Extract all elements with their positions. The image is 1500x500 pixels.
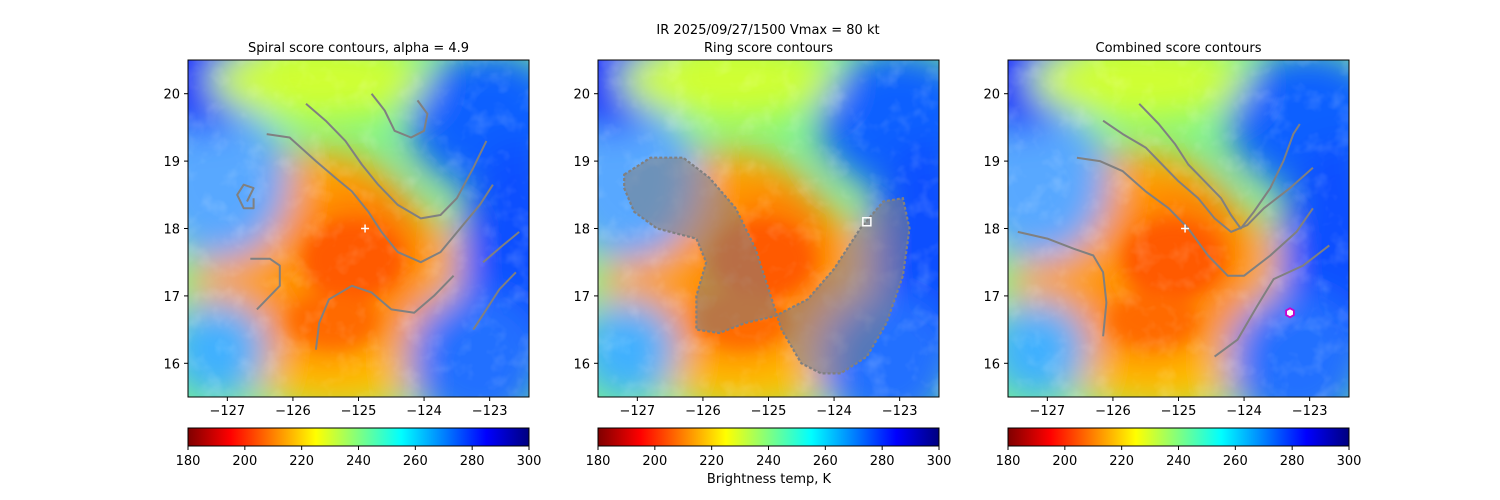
colorbar-tick-label: 300: [927, 454, 952, 469]
y-tick-label: 16: [983, 357, 1000, 372]
score-contour: [472, 271, 517, 331]
colorbar: 180 200 220 240 260 280 300: [586, 427, 952, 469]
y-tick-label: 18: [983, 223, 1000, 238]
colorbar-tick-label: 180: [586, 454, 611, 469]
x-tick-label: −126: [1095, 404, 1131, 419]
colorbar-gradient: [1007, 427, 1350, 447]
score-contour: [1076, 156, 1314, 277]
x-tick-label: −127: [209, 404, 245, 419]
x-tick-label: −123: [882, 404, 918, 419]
y-tick-label: 19: [573, 155, 590, 170]
colorbar-tick-label: 300: [1337, 454, 1362, 469]
colorbar-tick-label: 300: [517, 454, 542, 469]
panel-3: Combined score contours −127 −126 −125 −124 −…: [983, 41, 1362, 469]
score-contour: [1102, 119, 1314, 233]
x-tick-label: −123: [1292, 404, 1328, 419]
ir-heatmap: [1008, 60, 1349, 397]
y-tick-label: 18: [163, 223, 180, 238]
score-contour: [1214, 244, 1330, 358]
x-tick-label: −123: [472, 404, 508, 419]
x-tick-label: −126: [275, 404, 311, 419]
colorbar-tick-label: 220: [1109, 454, 1134, 469]
score-contour: [314, 275, 455, 350]
x-tick-label: −124: [1226, 404, 1262, 419]
score-contour: [236, 183, 255, 210]
colorbar-tick-label: 240: [756, 454, 781, 469]
ring-center-marker: [862, 217, 872, 227]
ring-contour-region: [623, 156, 911, 375]
colorbar-tick-label: 240: [346, 454, 371, 469]
colorbar-tick-label: 220: [289, 454, 314, 469]
center-marker: [361, 224, 370, 233]
x-tick-label: −125: [341, 404, 377, 419]
colorbar-tick-label: 280: [460, 454, 485, 469]
center-marker: [1181, 224, 1190, 233]
colorbar-tick-label: 200: [642, 454, 667, 469]
score-contour: [266, 133, 494, 264]
y-tick-label: 20: [983, 88, 1000, 103]
y-tick-label: 20: [573, 88, 590, 103]
colorbar-tick-label: 260: [403, 454, 428, 469]
colorbar-tick-label: 280: [870, 454, 895, 469]
panel-title: Combined score contours: [1096, 41, 1262, 56]
panel-title: Ring score contours: [704, 41, 833, 56]
x-tick-label: −124: [406, 404, 442, 419]
score-contour: [482, 231, 520, 263]
x-tick-label: −124: [816, 404, 852, 419]
y-tick-label: 19: [983, 155, 1000, 170]
colorbar-tick-label: 180: [176, 454, 201, 469]
panel-2: Ring score contours −127 −126 −125 −124 −123 1…: [573, 41, 952, 469]
colorbar: 180 200 220 240 260 280 300: [996, 427, 1362, 469]
colorbar-tick-label: 260: [813, 454, 838, 469]
x-tick-label: −125: [1161, 404, 1197, 419]
y-tick-label: 16: [163, 357, 180, 372]
ir-heatmap: [598, 60, 939, 397]
y-tick-label: 19: [163, 155, 180, 170]
y-tick-label: 17: [163, 290, 180, 305]
y-tick-label: 17: [983, 290, 1000, 305]
y-tick-label: 20: [163, 88, 180, 103]
colorbar-tick-label: 260: [1223, 454, 1248, 469]
colorbar-tick-label: 240: [1166, 454, 1191, 469]
y-tick-label: 17: [573, 290, 590, 305]
score-contour: [1017, 230, 1108, 337]
x-tick-label: −125: [751, 404, 787, 419]
score-contour: [370, 93, 429, 139]
panel-1: Spiral score contours, alpha = 4.9 −127 −1…: [163, 41, 542, 469]
combined-center-marker: [1285, 307, 1295, 319]
colorbar: 180 200 220 240 260 280 300: [176, 427, 542, 469]
colorbar-label: Brightness temp, K: [706, 472, 832, 487]
colorbar-gradient: [597, 427, 940, 447]
score-contour: [1138, 103, 1301, 230]
colorbar-tick-label: 220: [699, 454, 724, 469]
x-tick-label: −127: [1029, 404, 1065, 419]
score-contour: [305, 103, 488, 220]
colorbar-tick-label: 200: [232, 454, 257, 469]
colorbar-gradient: [187, 427, 530, 447]
score-contour: [250, 257, 281, 311]
y-tick-label: 16: [573, 357, 590, 372]
y-tick-label: 18: [573, 223, 590, 238]
colorbar-tick-label: 200: [1052, 454, 1077, 469]
panel-title: Spiral score contours, alpha = 4.9: [248, 41, 469, 56]
colorbar-tick-label: 280: [1280, 454, 1305, 469]
colorbar-tick-label: 180: [996, 454, 1021, 469]
x-tick-label: −126: [685, 404, 721, 419]
ir-heatmap: [188, 60, 529, 397]
x-tick-label: −127: [619, 404, 655, 419]
figure-title: IR 2025/09/27/1500 Vmax = 80 kt: [656, 23, 880, 38]
